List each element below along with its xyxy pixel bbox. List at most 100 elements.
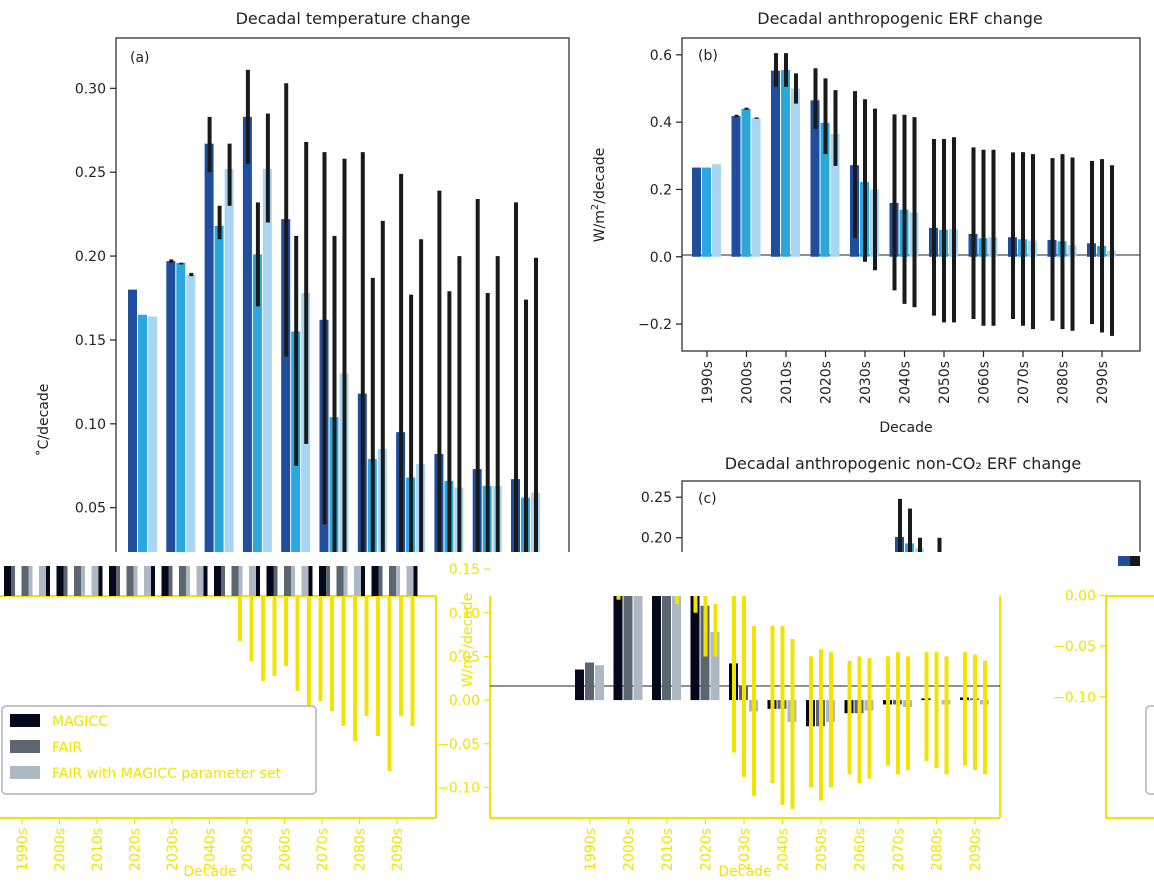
panel-b-ylabel: W/m2/decade: [590, 148, 608, 243]
bar: [138, 314, 147, 558]
bottom-middle-yticks: −0.10 −0.05 0.00 0.05 0.10 0.15: [437, 562, 490, 796]
bar: [595, 665, 604, 701]
bottom-middle-xlabel: Decade: [718, 864, 771, 880]
bar: [308, 566, 313, 596]
xtick-label: 2080s: [930, 828, 946, 871]
bar: [214, 225, 224, 558]
bar: [262, 168, 272, 558]
xtick-label: 2050s: [814, 828, 830, 871]
panel-bottom-right: −0.10 −0.05 0.00: [1053, 588, 1154, 819]
bar: [56, 566, 64, 596]
bar: [389, 566, 396, 596]
bar: [63, 566, 68, 596]
bar: [116, 566, 120, 596]
panel-c: Decadal anthropogenic non-CO₂ ERF change…: [641, 454, 1141, 559]
panel-bottom-left: 1990s 2000s 2010s 2020s 2030s 2040s 2050s 2060s…: [0, 596, 437, 880]
ytick-label: 0.0: [650, 250, 672, 266]
ytick-label: −0.05: [1053, 639, 1096, 655]
bar: [702, 167, 711, 257]
bar: [266, 566, 274, 596]
bar: [133, 566, 138, 596]
bottom-left-xticks: 1990s 2000s 2010s 2020s 2030s 2040s 2050s 2060s…: [15, 818, 406, 871]
xtick-label: 2000s: [622, 828, 638, 871]
bar: [361, 566, 365, 596]
ytick-label: 0.25: [641, 490, 672, 506]
bar: [128, 289, 137, 558]
xtick-label: 2050s: [240, 828, 256, 871]
bar: [791, 88, 800, 257]
bar: [273, 566, 278, 596]
bar: [28, 566, 33, 596]
bar: [731, 116, 741, 257]
bar: [284, 566, 291, 596]
ytick-label: 0.20: [641, 531, 672, 547]
bar: [710, 631, 720, 701]
xtick-label: 2020s: [819, 361, 835, 404]
ytick-label: 0.00: [1065, 588, 1096, 604]
xtick-label: 1990s: [583, 828, 599, 871]
bar: [186, 274, 196, 558]
bar: [741, 108, 751, 257]
xtick-label: 1990s: [700, 361, 716, 404]
panel-bottom-middle: W/m2/decade −0.10 −0.05 0.00 0.05 0.10 0.15 1…: [437, 562, 1001, 880]
bar: [203, 566, 208, 596]
xtick-label: 2030s: [165, 828, 181, 871]
bar: [652, 596, 661, 701]
bar: [204, 143, 214, 558]
xtick-label: 2030s: [737, 828, 753, 871]
bottom-right-yticks: −0.10 −0.05 0.00: [1053, 588, 1106, 706]
ytick-label: −0.2: [638, 317, 672, 333]
panel-b-yticks: −0.2 0.0 0.2 0.4 0.6: [638, 48, 682, 333]
xtick-label: 2060s: [853, 828, 869, 871]
bar: [354, 566, 361, 596]
ytick-label: 0.05: [75, 501, 106, 517]
legend-label-magicc: MAGICC: [52, 714, 108, 730]
ytick-label: −0.05: [437, 737, 480, 753]
bar: [712, 164, 721, 257]
bar: [820, 122, 830, 257]
overlay-strip: [0, 552, 1154, 602]
bar: [249, 566, 256, 596]
bar: [690, 596, 700, 701]
legend-box: [1, 705, 317, 795]
panel-a: Decadal temperature change (a) ˚C/decade…: [35, 9, 570, 559]
bar: [168, 566, 173, 596]
bar: [692, 167, 701, 257]
xtick-label: 2010s: [660, 828, 676, 871]
bar: [336, 566, 344, 596]
bar: [343, 566, 348, 596]
ytick-label: 0.05: [449, 649, 480, 665]
xtick-label: 2000s: [53, 828, 69, 871]
panel-a-bars: [128, 69, 540, 559]
bar: [179, 566, 186, 596]
bar: [413, 566, 418, 596]
xtick-label: 1990s: [15, 828, 31, 871]
bar: [148, 316, 157, 558]
bar: [291, 566, 295, 596]
bar: [585, 662, 594, 701]
xtick-label: 2040s: [776, 828, 792, 871]
bar: [633, 596, 643, 701]
panel-a-title: Decadal temperature change: [236, 9, 471, 28]
panel-c-yticks: 0.20 0.25: [641, 490, 682, 547]
bar: [166, 261, 176, 558]
xtick-label: 2070s: [315, 828, 331, 871]
bar: [406, 566, 414, 596]
bar: [11, 566, 15, 596]
bar: [1130, 556, 1140, 566]
ytick-label: −0.10: [437, 780, 480, 796]
xtick-label: 2090s: [968, 828, 984, 871]
bar: [74, 566, 81, 596]
xtick-label: 2080s: [353, 828, 369, 871]
bar: [109, 566, 116, 596]
legend-swatch-fair: [10, 740, 40, 753]
xtick-label: 2090s: [390, 828, 406, 871]
panel-b-frame: [681, 37, 1141, 352]
bottom-middle-bars: [575, 596, 989, 810]
bar: [830, 133, 840, 257]
bar: [371, 566, 379, 596]
bar: [151, 566, 155, 596]
panel-c-title: Decadal anthropogenic non-CO₂ ERF change: [725, 454, 1082, 473]
overlay-strip-bars: [4, 556, 1140, 596]
bar: [319, 566, 326, 596]
